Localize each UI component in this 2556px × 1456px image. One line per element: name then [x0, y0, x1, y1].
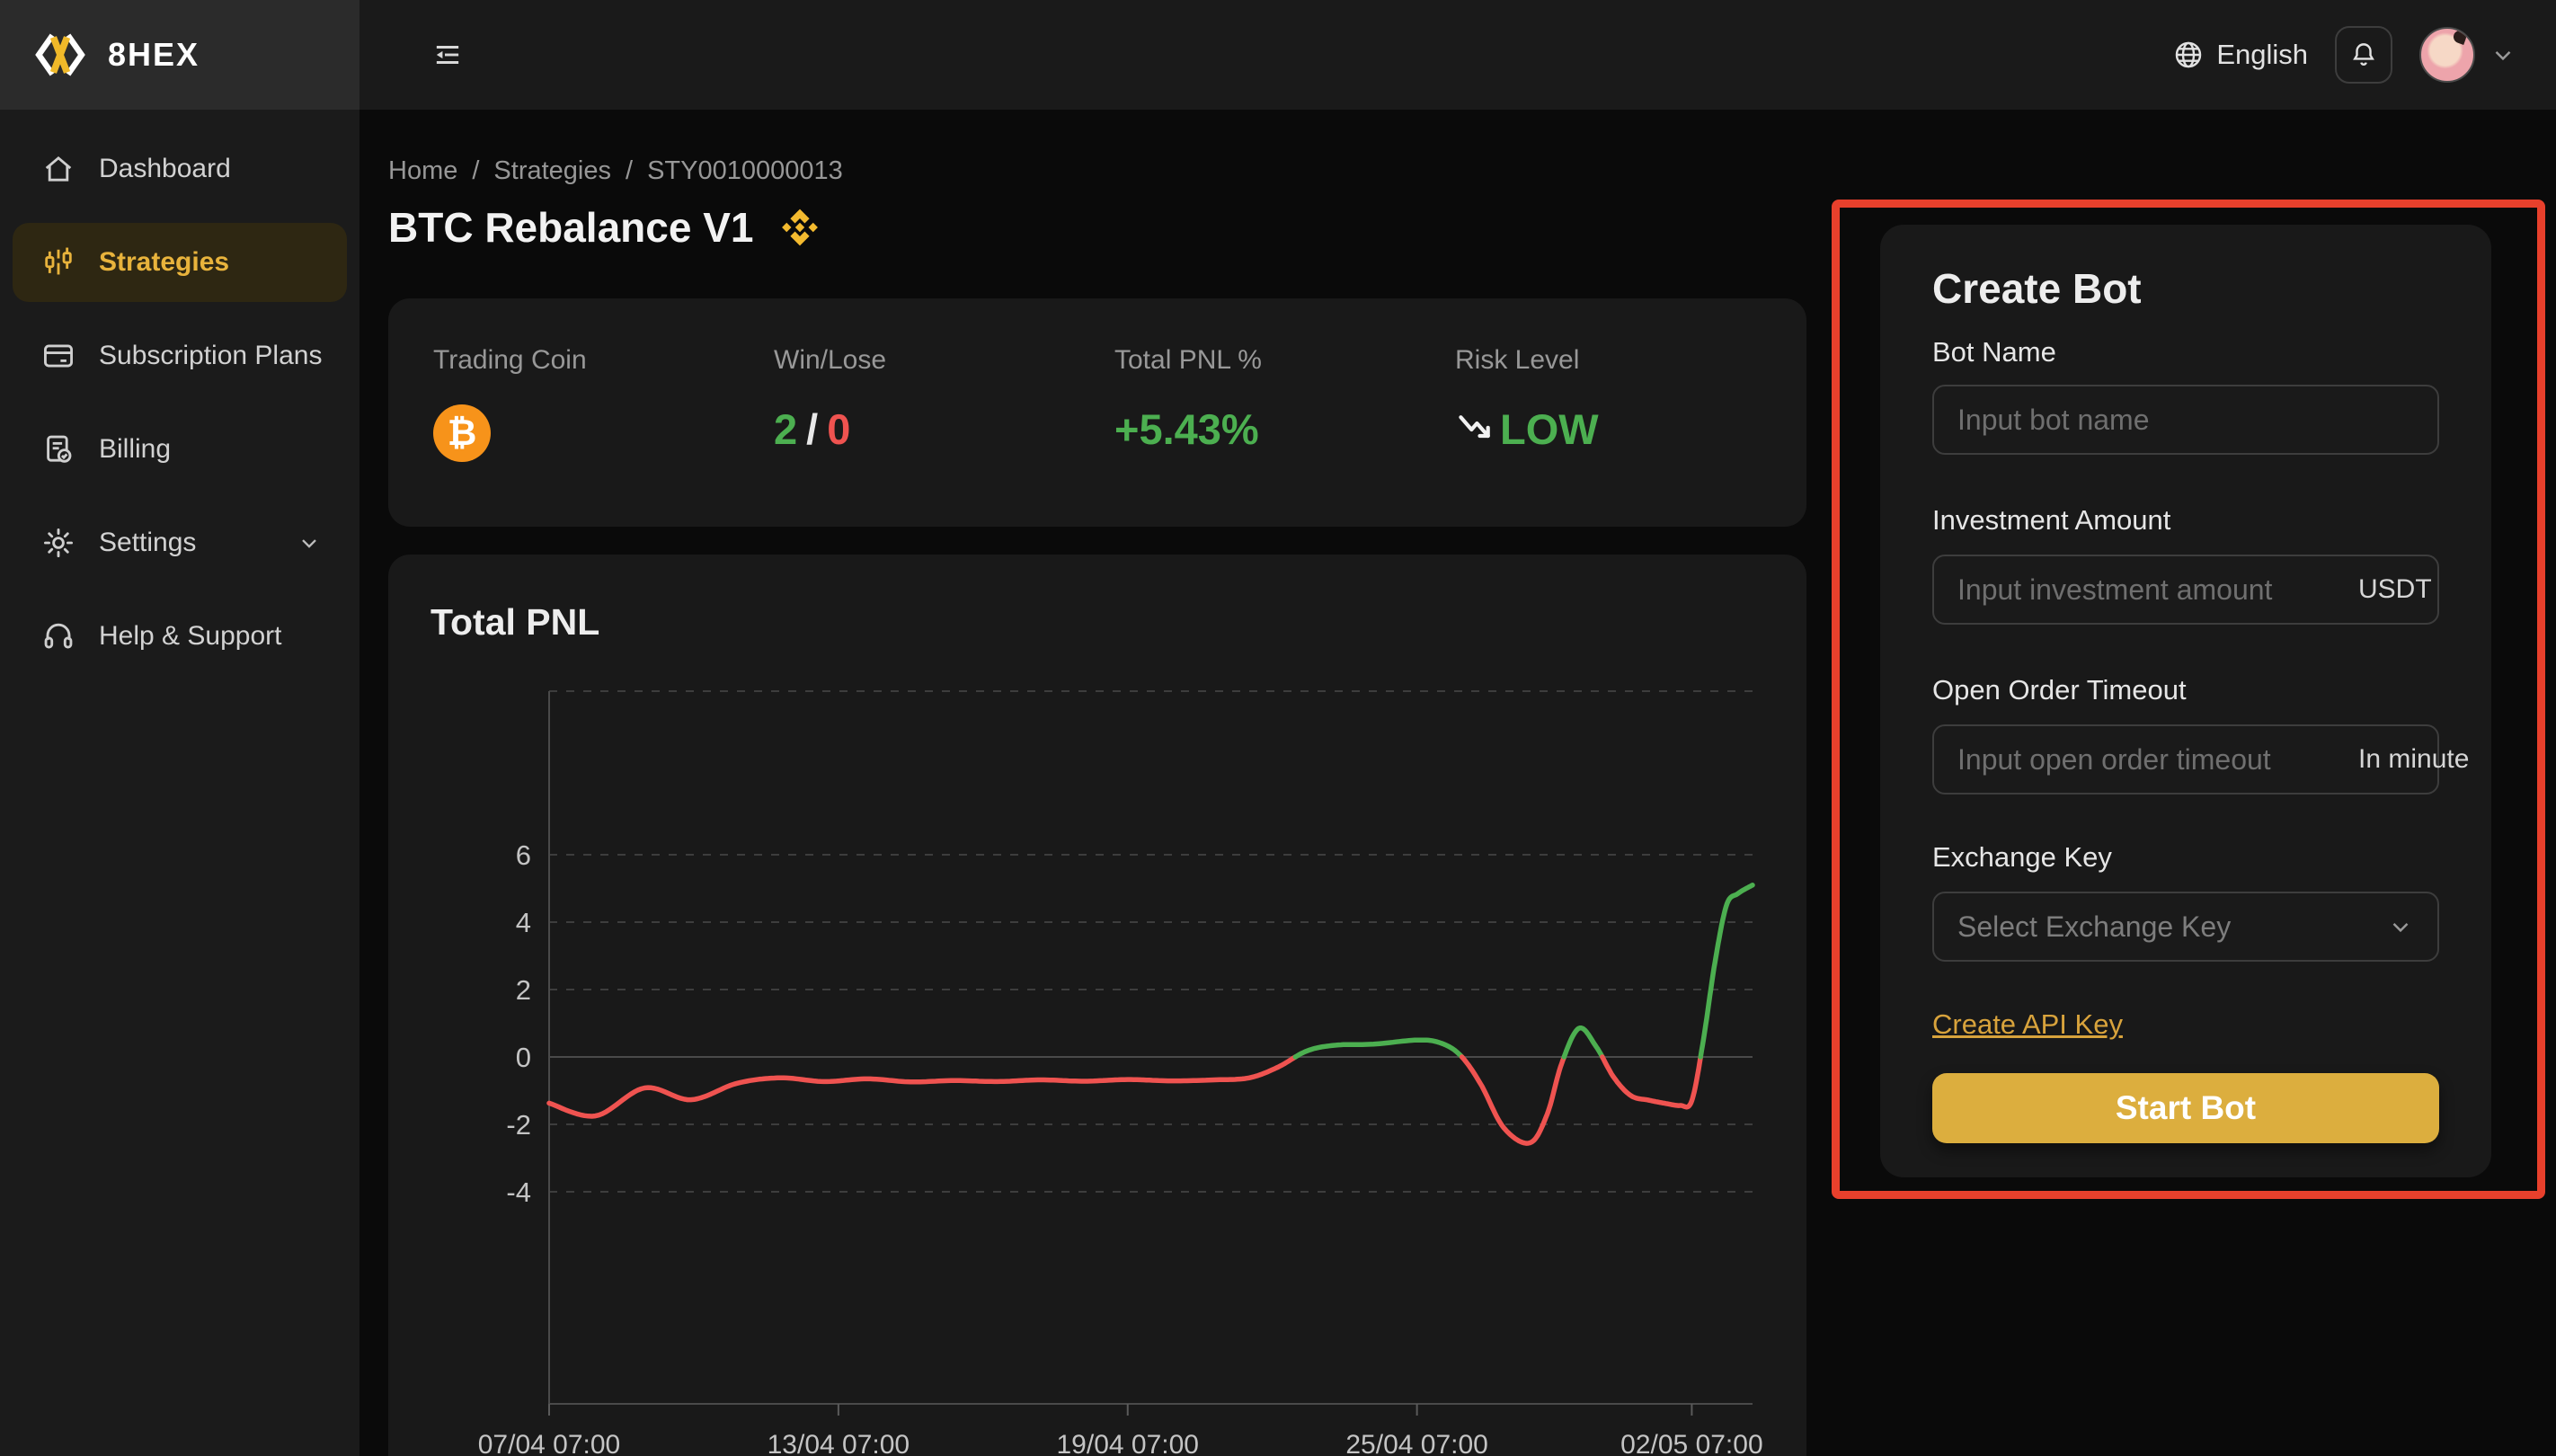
sidebar-collapse-button[interactable]	[421, 28, 475, 82]
topbar: 8HEX English	[0, 0, 2556, 110]
notifications-button[interactable]	[2335, 26, 2392, 84]
avatar[interactable]	[2419, 27, 2475, 83]
sidebar-item-dashboard[interactable]: Dashboard	[13, 129, 347, 209]
svg-text:02/05 07:00: 02/05 07:00	[1620, 1430, 1762, 1456]
sidebar: Dashboard Strategies Subscription Plans	[0, 110, 359, 1456]
sidebar-item-billing[interactable]: Billing	[13, 410, 347, 489]
pnl-line-chart: 6 4 2 0 -2 -4 07/04 07:00 13/04 07:00 19/04 07:0…	[478, 690, 1763, 1456]
stat-total-pnl: Total PNL % +5.43%	[1114, 345, 1455, 527]
svg-text:4: 4	[516, 907, 531, 938]
bot-name-label: Bot Name	[1932, 336, 2056, 368]
investment-amount-label: Investment Amount	[1932, 504, 2171, 536]
open-order-timeout-field: In minute	[1932, 724, 2469, 795]
home-icon	[41, 152, 75, 186]
sidebar-item-label: Dashboard	[99, 154, 231, 183]
win-lose-separator: /	[806, 405, 819, 453]
svg-text:6: 6	[516, 839, 531, 871]
sidebar-item-help-support[interactable]: Help & Support	[13, 597, 347, 676]
exchange-key-select[interactable]: Select Exchange Key	[1932, 892, 2439, 962]
svg-text:19/04 07:00: 19/04 07:00	[1057, 1430, 1199, 1456]
svg-text:25/04 07:00: 25/04 07:00	[1345, 1430, 1487, 1456]
brand-name: 8HEX	[108, 36, 200, 73]
headset-icon	[41, 619, 75, 653]
stat-label: Win/Lose	[774, 345, 887, 375]
total-pnl-chart-card: Total PNL 6 4 2 0 -2 -4 07/04 07:00 13/04 07:00…	[388, 555, 1806, 1456]
stat-win-lose: Win/Lose 2/0	[774, 345, 1114, 527]
language-label: English	[2216, 39, 2308, 70]
sidebar-item-subscription-plans[interactable]: Subscription Plans	[13, 316, 347, 395]
start-bot-button[interactable]: Start Bot	[1932, 1073, 2439, 1143]
btc-icon: ₿	[433, 404, 491, 462]
bot-name-input[interactable]	[1934, 386, 2437, 453]
sidebar-item-label: Settings	[99, 528, 197, 557]
open-order-timeout-input[interactable]	[1934, 726, 2358, 793]
investment-amount-input[interactable]	[1934, 556, 2358, 623]
total-pnl-value: +5.43%	[1114, 405, 1259, 453]
open-order-timeout-label: Open Order Timeout	[1932, 674, 2187, 706]
lose-count: 0	[827, 405, 851, 453]
exchange-key-placeholder: Select Exchange Key	[1957, 910, 2232, 943]
create-bot-panel: Create Bot Bot Name Investment Amount US…	[1880, 225, 2491, 1177]
create-bot-title: Create Bot	[1932, 265, 2142, 312]
breadcrumb-separator: /	[472, 156, 480, 185]
candlestick-icon	[41, 245, 75, 280]
strategy-stats-card: Trading Coin ₿ Win/Lose 2/0 Total PNL % …	[388, 298, 1806, 527]
gear-icon	[41, 526, 75, 560]
invoice-icon	[41, 432, 75, 466]
chart-title: Total PNL	[430, 601, 600, 643]
page-title: BTC Rebalance V1	[388, 204, 754, 251]
svg-text:07/04 07:00: 07/04 07:00	[478, 1430, 620, 1456]
sidebar-item-label: Strategies	[99, 247, 230, 277]
main-content: Home / Strategies / STY0010000013 BTC Re…	[359, 110, 2556, 1456]
win-count: 2	[774, 405, 798, 453]
svg-text:2: 2	[516, 974, 531, 1006]
breadcrumb-current: STY0010000013	[647, 156, 843, 185]
topbar-actions: English	[2173, 0, 2516, 110]
user-menu[interactable]	[2419, 27, 2516, 83]
investment-amount-field: USDT	[1932, 555, 2439, 625]
stat-label: Total PNL %	[1114, 345, 1262, 375]
logo: 8HEX	[0, 0, 359, 110]
exchange-key-label: Exchange Key	[1932, 841, 2112, 873]
stat-trading-coin: Trading Coin ₿	[433, 345, 774, 527]
stat-risk-level: Risk Level LOW	[1455, 345, 1796, 527]
breadcrumb-home[interactable]: Home	[388, 156, 458, 185]
brand-logo-icon	[31, 31, 90, 78]
language-selector[interactable]: English	[2173, 39, 2308, 71]
binance-icon	[777, 204, 823, 251]
sidebar-item-label: Billing	[99, 434, 172, 464]
chevron-down-icon	[2489, 41, 2516, 68]
trending-down-icon	[1455, 410, 1495, 449]
bell-icon	[2348, 40, 2379, 70]
sidebar-item-label: Help & Support	[99, 621, 282, 651]
usdt-suffix: USDT	[2358, 574, 2432, 604]
create-api-key-link[interactable]: Create API Key	[1932, 1008, 2123, 1040]
sidebar-item-settings[interactable]: Settings	[13, 503, 347, 582]
svg-text:13/04 07:00: 13/04 07:00	[768, 1430, 910, 1456]
globe-icon	[2173, 40, 2204, 70]
breadcrumb-separator: /	[626, 156, 634, 185]
svg-text:0: 0	[516, 1042, 531, 1073]
sidebar-item-label: Subscription Plans	[99, 341, 323, 370]
collapse-menu-icon	[432, 40, 463, 70]
stat-label: Risk Level	[1455, 345, 1580, 375]
chevron-down-icon	[2387, 913, 2414, 940]
stat-label: Trading Coin	[433, 345, 587, 375]
svg-text:-2: -2	[506, 1109, 531, 1141]
sidebar-item-strategies[interactable]: Strategies	[13, 223, 347, 302]
bot-name-field	[1932, 385, 2439, 455]
breadcrumb-strategies[interactable]: Strategies	[493, 156, 611, 185]
credit-card-icon	[41, 339, 75, 373]
svg-text:-4: -4	[506, 1176, 531, 1208]
risk-level-value: LOW	[1500, 405, 1599, 453]
chevron-down-icon	[297, 530, 322, 555]
breadcrumb: Home / Strategies / STY0010000013	[388, 156, 843, 186]
in-minute-suffix: In minute	[2358, 744, 2470, 774]
